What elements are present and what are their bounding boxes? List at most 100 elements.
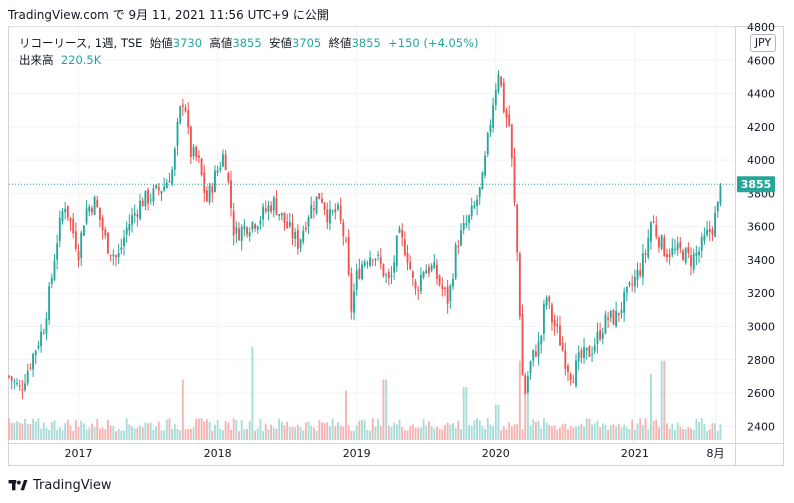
- volume-bar: [85, 429, 88, 440]
- volume-bar: [489, 424, 492, 440]
- candle-body: [441, 285, 444, 290]
- candle-body: [345, 239, 347, 241]
- x-tick-label: 2021: [621, 447, 649, 460]
- candle-body: [583, 347, 585, 359]
- candle-body: [302, 230, 305, 243]
- candle-body: [580, 350, 583, 358]
- candle-body: [695, 252, 698, 256]
- volume-bar: [45, 427, 48, 440]
- volume-bar: [240, 420, 243, 440]
- ohlc-legend: リコーリース, 1週, TSE 始値3730 高値3855 安値3705 終値3…: [19, 35, 479, 51]
- volume-bar: [409, 426, 412, 440]
- candle-body: [323, 202, 326, 211]
- volume-bar: [168, 418, 171, 440]
- volume-bar: [184, 429, 187, 440]
- volume-bar: [403, 430, 406, 440]
- volume-bar: [227, 422, 230, 440]
- candle-body: [708, 228, 711, 232]
- volume-bar: [419, 427, 422, 440]
- volume-bar: [655, 419, 658, 440]
- candle-body: [176, 121, 179, 146]
- candle-body: [494, 89, 497, 105]
- volume-bar: [583, 426, 585, 440]
- volume-bar: [417, 427, 420, 440]
- volume-bar: [700, 418, 703, 440]
- candle-body: [318, 193, 321, 200]
- candle-body: [200, 158, 203, 176]
- candle-body: [671, 247, 674, 255]
- volume-bar: [636, 423, 639, 440]
- y-tick-label: 2800: [747, 354, 775, 367]
- candle-body: [104, 229, 107, 236]
- candle-body: [272, 197, 275, 211]
- candle-body: [310, 204, 313, 219]
- volume-bar: [248, 420, 251, 440]
- x-tick-label: 8月: [707, 447, 725, 460]
- candle-body: [553, 320, 556, 327]
- candle-body: [40, 331, 43, 347]
- volume-bar: [216, 420, 219, 440]
- candle-body: [342, 222, 345, 237]
- volume-bar: [181, 379, 184, 440]
- y-tick-label: 4200: [747, 121, 775, 134]
- y-tick-label: 4400: [747, 88, 775, 101]
- candle-body: [307, 217, 310, 227]
- volume-bar: [505, 429, 508, 440]
- footer: TradingView: [8, 478, 112, 493]
- volume-bar: [414, 427, 417, 440]
- volume-bar: [235, 419, 238, 440]
- candle-body: [607, 317, 610, 320]
- candle-body: [192, 147, 195, 157]
- volume-bar: [486, 418, 489, 440]
- volume-bar: [131, 426, 133, 440]
- candle-body: [371, 259, 374, 261]
- volume-bar: [109, 425, 112, 440]
- volume-bar: [136, 427, 139, 440]
- candle-body: [173, 148, 176, 170]
- candle-body: [107, 232, 109, 254]
- y-tick-label: 3200: [747, 287, 775, 300]
- candle-body: [510, 124, 513, 159]
- volume-bar: [476, 418, 478, 440]
- volume-bar: [208, 422, 211, 440]
- candle-body: [377, 254, 380, 256]
- candle-body: [16, 383, 18, 385]
- volume-bar: [577, 426, 580, 440]
- candle-body: [513, 156, 516, 203]
- candle-body: [240, 227, 243, 242]
- volume-bar: [283, 425, 286, 440]
- y-tick-label: 2400: [747, 420, 775, 433]
- volume-bar: [652, 420, 655, 440]
- volume-bar: [56, 429, 59, 440]
- candle-body: [109, 254, 112, 256]
- candle-body: [214, 170, 216, 192]
- volume-bar: [438, 428, 441, 440]
- volume-bar: [312, 427, 315, 440]
- volume-bar: [692, 429, 695, 440]
- candle-body: [96, 199, 99, 208]
- volume-bar: [163, 430, 166, 440]
- volume-bar: [687, 426, 690, 440]
- candle-body: [502, 82, 505, 112]
- candle-body: [569, 373, 572, 381]
- candle-body: [254, 224, 257, 229]
- candle-body: [69, 217, 72, 222]
- volume-bar: [21, 423, 24, 440]
- volume-bar: [591, 424, 594, 440]
- candle-body: [551, 304, 553, 323]
- candle-body: [329, 209, 331, 224]
- candle-body: [398, 228, 401, 233]
- currency-button[interactable]: JPY: [750, 34, 776, 52]
- volume-bar: [695, 419, 698, 440]
- volume-bar: [29, 423, 32, 440]
- volume-bar: [192, 427, 195, 440]
- candle-body: [652, 221, 655, 223]
- volume-bar: [318, 420, 321, 440]
- volume-bar: [16, 421, 18, 440]
- candle-body: [211, 186, 214, 193]
- candle-body: [275, 197, 278, 215]
- volume-bar: [18, 422, 21, 440]
- volume-bar: [716, 430, 719, 440]
- volume-bar: [436, 426, 438, 440]
